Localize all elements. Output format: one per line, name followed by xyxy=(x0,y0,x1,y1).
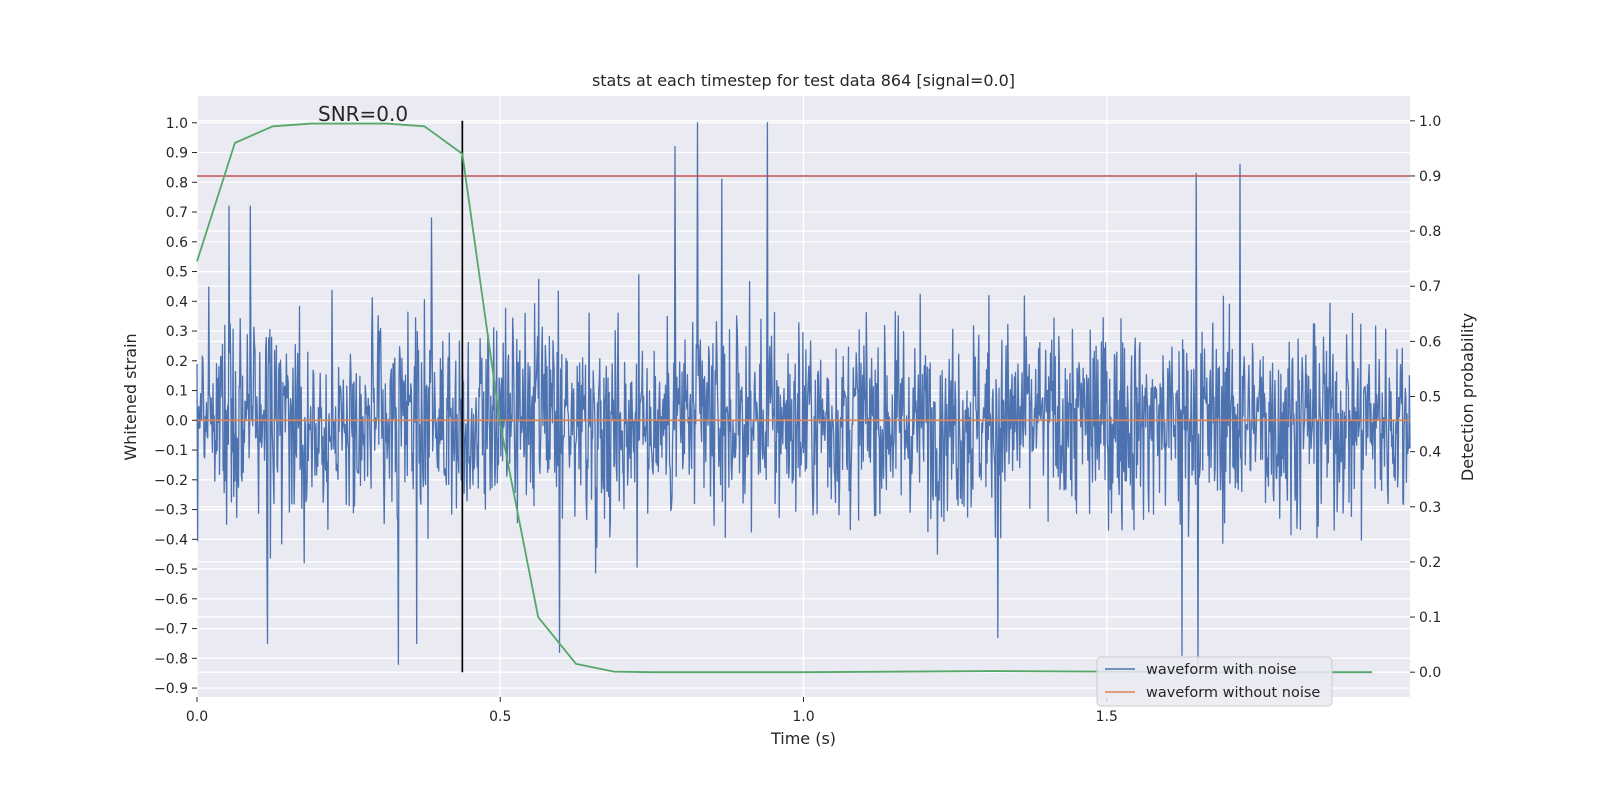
legend-label-waveform-without-noise: waveform without noise xyxy=(1146,685,1320,701)
x-tick-label: 0.0 xyxy=(186,709,208,725)
y-tick-label: 0.0 xyxy=(166,413,188,429)
series-layer xyxy=(196,120,1411,674)
y-tick-label: −0.1 xyxy=(154,443,188,459)
y-tick-label: −0.9 xyxy=(154,681,188,697)
y-tick-label: −0.5 xyxy=(154,562,188,578)
y2-tick-label: 0.0 xyxy=(1419,665,1441,681)
legend: waveform with noise waveform without noi… xyxy=(1096,656,1333,707)
y2-tick-label: 0.9 xyxy=(1419,169,1441,185)
x-tick-label: 0.5 xyxy=(489,709,511,725)
y-tick-label: −0.2 xyxy=(154,473,188,489)
axes-layer: 0.0 0.5 1.0 1.5 1.0 0.9 0.8 0.7 0.6 0.5 0.4 0.3 0.2 0… xyxy=(154,114,1441,725)
x-tick-label: 1.5 xyxy=(1096,709,1118,725)
y-tick-label: 0.6 xyxy=(166,235,188,251)
waveform-with-noise-line xyxy=(196,122,1411,665)
y-tick-label: 0.5 xyxy=(166,265,188,281)
x-tick-label: 1.0 xyxy=(792,709,814,725)
x-axis-title: Time (s) xyxy=(770,729,836,748)
y-tick-label: 0.1 xyxy=(166,384,188,400)
y2-tick-label: 1.0 xyxy=(1419,114,1441,130)
y2-tick-label: 0.7 xyxy=(1419,279,1441,295)
y2-tick-label: 0.5 xyxy=(1419,390,1441,406)
legend-label-waveform-with-noise: waveform with noise xyxy=(1146,662,1297,678)
y-tick-label: −0.8 xyxy=(154,651,188,667)
y2-tick-label: 0.8 xyxy=(1419,224,1441,240)
detection-probability-line xyxy=(196,122,1373,674)
y-tick-label: 1.0 xyxy=(166,116,188,132)
chart-title: stats at each timestep for test data 864… xyxy=(592,71,1015,90)
snr-annotation: SNR=0.0 xyxy=(318,102,408,126)
y-tick-label: −0.3 xyxy=(154,503,188,519)
y-tick-label: 0.4 xyxy=(166,294,188,310)
legend-box xyxy=(1096,656,1333,707)
y2-tick-label: 0.6 xyxy=(1419,334,1441,350)
y-axis-title: Whitened strain xyxy=(121,333,140,460)
y-tick-label: 0.2 xyxy=(166,354,188,370)
y-tick-label: 0.8 xyxy=(166,175,188,191)
y2-axis-title: Detection probability xyxy=(1458,313,1477,481)
y-tick-label: 0.3 xyxy=(166,324,188,340)
y-tick-label: −0.6 xyxy=(154,592,188,608)
y2-tick-label: 0.1 xyxy=(1419,610,1441,626)
y2-tick-label: 0.3 xyxy=(1419,500,1441,516)
y-tick-label: 0.7 xyxy=(166,205,188,221)
y-tick-label: 0.9 xyxy=(166,146,188,162)
y2-tick-label: 0.4 xyxy=(1419,445,1441,461)
y-tick-label: −0.7 xyxy=(154,622,188,638)
y2-tick-label: 0.2 xyxy=(1419,555,1441,571)
y-tick-label: −0.4 xyxy=(154,532,188,548)
